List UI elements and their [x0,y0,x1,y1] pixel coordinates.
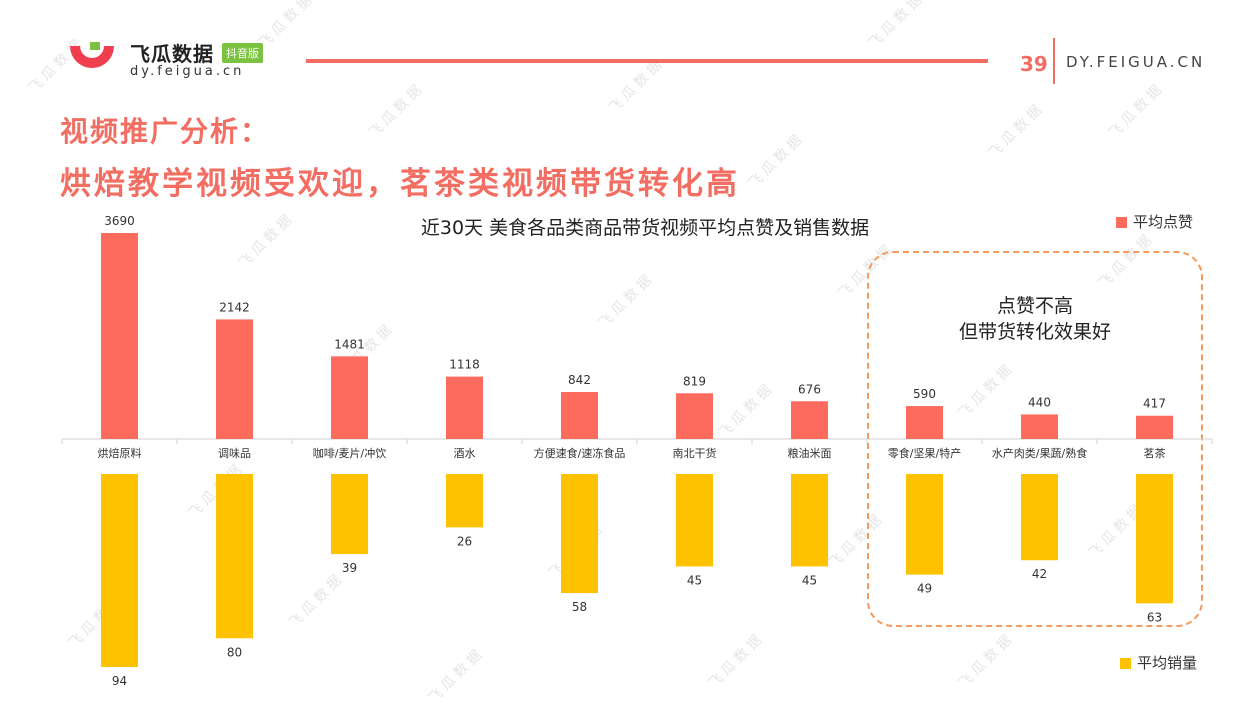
likes-data-label: 440 [1028,395,1051,409]
brand-url: dy.feigua.cn [130,64,245,79]
sales-data-label: 39 [342,561,357,575]
likes-bar [906,406,943,439]
category-tick-label: 调味品 [218,447,251,460]
sales-bar [791,474,828,567]
sales-data-label: 63 [1147,610,1162,624]
callout-line-1: 点赞不高 [996,295,1073,317]
legend-likes: 平均点赞 [1116,211,1193,232]
feigua-logo-icon [70,42,114,68]
likes-data-label: 819 [683,374,706,388]
category-tick-label: 酒水 [454,447,476,460]
category-tick-label: 方便速食/速冻食品 [534,446,626,460]
category-tick-label: 咖啡/麦片/冲饮 [313,446,386,460]
brand-name: 飞瓜数据 [130,42,214,66]
sales-data-label: 26 [457,534,472,548]
sales-bar [1136,474,1173,604]
likes-bar [1021,414,1058,439]
likes-data-label: 842 [568,373,591,387]
sales-data-label: 80 [227,645,242,659]
likes-bar [101,233,138,439]
legend-sales: 平均销量 [1120,652,1197,673]
sales-data-label: 42 [1032,567,1047,581]
site-url: DY.FEIGUA.CN [1066,53,1206,71]
likes-data-label: 1481 [334,337,365,351]
likes-data-label: 2142 [219,300,250,314]
likes-bar [331,356,368,439]
likes-bar [561,391,598,439]
likes-bar [216,319,253,439]
page-number-divider [1053,38,1055,84]
sales-bar [216,474,253,639]
sales-bar [676,474,713,567]
category-tick-label: 南北干货 [673,446,717,460]
category-tick-label: 烘焙原料 [98,446,142,460]
sales-data-label: 49 [917,582,932,596]
sales-data-label: 45 [802,573,817,587]
section-title: 视频推广分析： [60,115,271,148]
legend-likes-label: 平均点赞 [1133,213,1194,231]
sales-data-label: 58 [572,600,587,614]
sales-bar [561,474,598,594]
header-divider-line [306,59,988,63]
sales-bar [1021,474,1058,561]
likes-data-label: 1118 [449,358,480,372]
likes-data-label: 590 [913,387,936,401]
sales-bar [331,474,368,555]
likes-bar [1136,415,1173,439]
page-number: 39 [1020,52,1048,76]
likes-data-label: 3690 [104,214,135,228]
category-tick-label: 茗茶 [1144,447,1166,460]
sales-data-label: 94 [112,674,127,688]
legend-sales-swatch [1120,658,1131,669]
chart-title: 近30天 美食各品类商品带货视频平均点赞及销售数据 [420,217,870,239]
sales-bar [101,474,138,667]
category-tick-label: 水产肉类/果蔬/熟食 [992,446,1087,460]
likes-data-label: 676 [798,382,821,396]
likes-data-label: 417 [1143,397,1166,411]
callout-text: 点赞不高 但带货转化效果好 [867,293,1203,345]
likes-bar [791,401,828,439]
callout-line-2: 但带货转化效果好 [958,321,1111,343]
legend-sales-label: 平均销量 [1137,654,1198,672]
brand-badge: 抖音版 [222,43,263,63]
likes-bar [676,393,713,439]
likes-bar [446,376,483,439]
sales-bar [446,474,483,528]
sales-bar [906,474,943,575]
category-tick-label: 零食/坚果/特产 [888,446,961,460]
sales-data-label: 45 [687,573,702,587]
page-headline: 烘焙教学视频受欢迎，茗茶类视频带货转化高 [60,166,740,202]
category-tick-label: 粮油米面 [788,446,832,460]
legend-likes-swatch [1116,217,1127,228]
